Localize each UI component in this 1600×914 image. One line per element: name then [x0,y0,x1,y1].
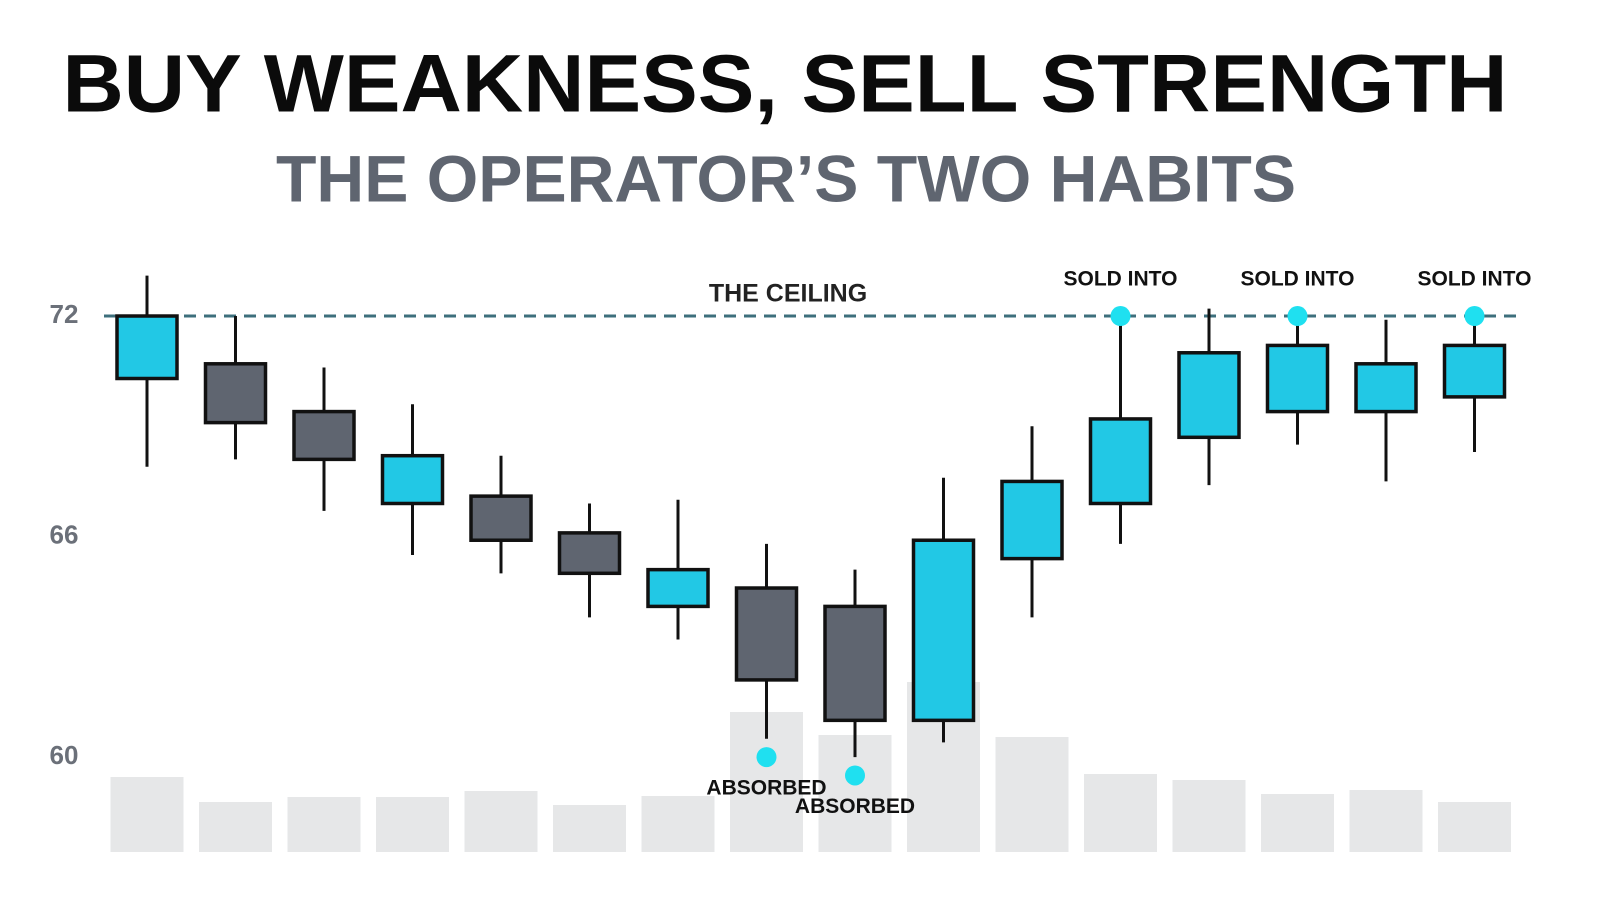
chart-subtitle: THE OPERATOR’S TWO HABITS [276,141,1296,215]
candle-body [292,409,356,462]
signal-label: SOLD INTO [1418,268,1532,291]
y-tick-label: 72 [50,299,79,329]
signal-label: SOLD INTO [1064,268,1178,291]
candle-body [823,604,887,723]
candle-body [1000,479,1064,561]
signal-dot [845,765,865,786]
volume-bar [553,805,626,852]
candle-body [557,531,622,576]
chart-title: BUY WEAKNESS, SELL STRENGTH [63,39,1508,130]
signal-dot [1110,306,1131,327]
volume-bar [287,797,361,852]
volume-bar [1261,794,1334,852]
y-tick-label: 66 [50,519,79,549]
volume-bar [641,796,715,852]
volume-bar [1438,802,1511,852]
volume-bar [1349,790,1423,852]
signal-label: SOLD INTO [1241,268,1355,291]
candle-body [203,362,268,425]
candle-body [380,453,445,506]
candle-body [1354,362,1418,414]
candle-body [1442,343,1507,399]
candle-body [115,314,179,381]
volume-bar [1084,774,1157,852]
signal-dot [1464,306,1485,327]
signal-label: ABSORBED [706,777,826,800]
signal-label: ABSORBED [795,795,915,818]
signal-dot [1287,306,1308,327]
candle-body [911,538,976,723]
volume-bar [1172,780,1246,852]
candle-body [646,567,710,609]
ceiling-label: THE CEILING [709,280,867,308]
y-tick-label: 60 [50,740,79,770]
signal-dot [756,747,777,768]
volume-bar [376,797,449,852]
candle-body [1088,417,1153,506]
volume-bar [464,791,538,852]
volume-bar [110,777,184,852]
candle-body [1265,343,1330,414]
candle-body [469,494,533,542]
volume-bar [199,802,272,852]
candle-body [734,586,799,682]
candle-body [1177,351,1241,440]
volume-bar [995,737,1069,852]
